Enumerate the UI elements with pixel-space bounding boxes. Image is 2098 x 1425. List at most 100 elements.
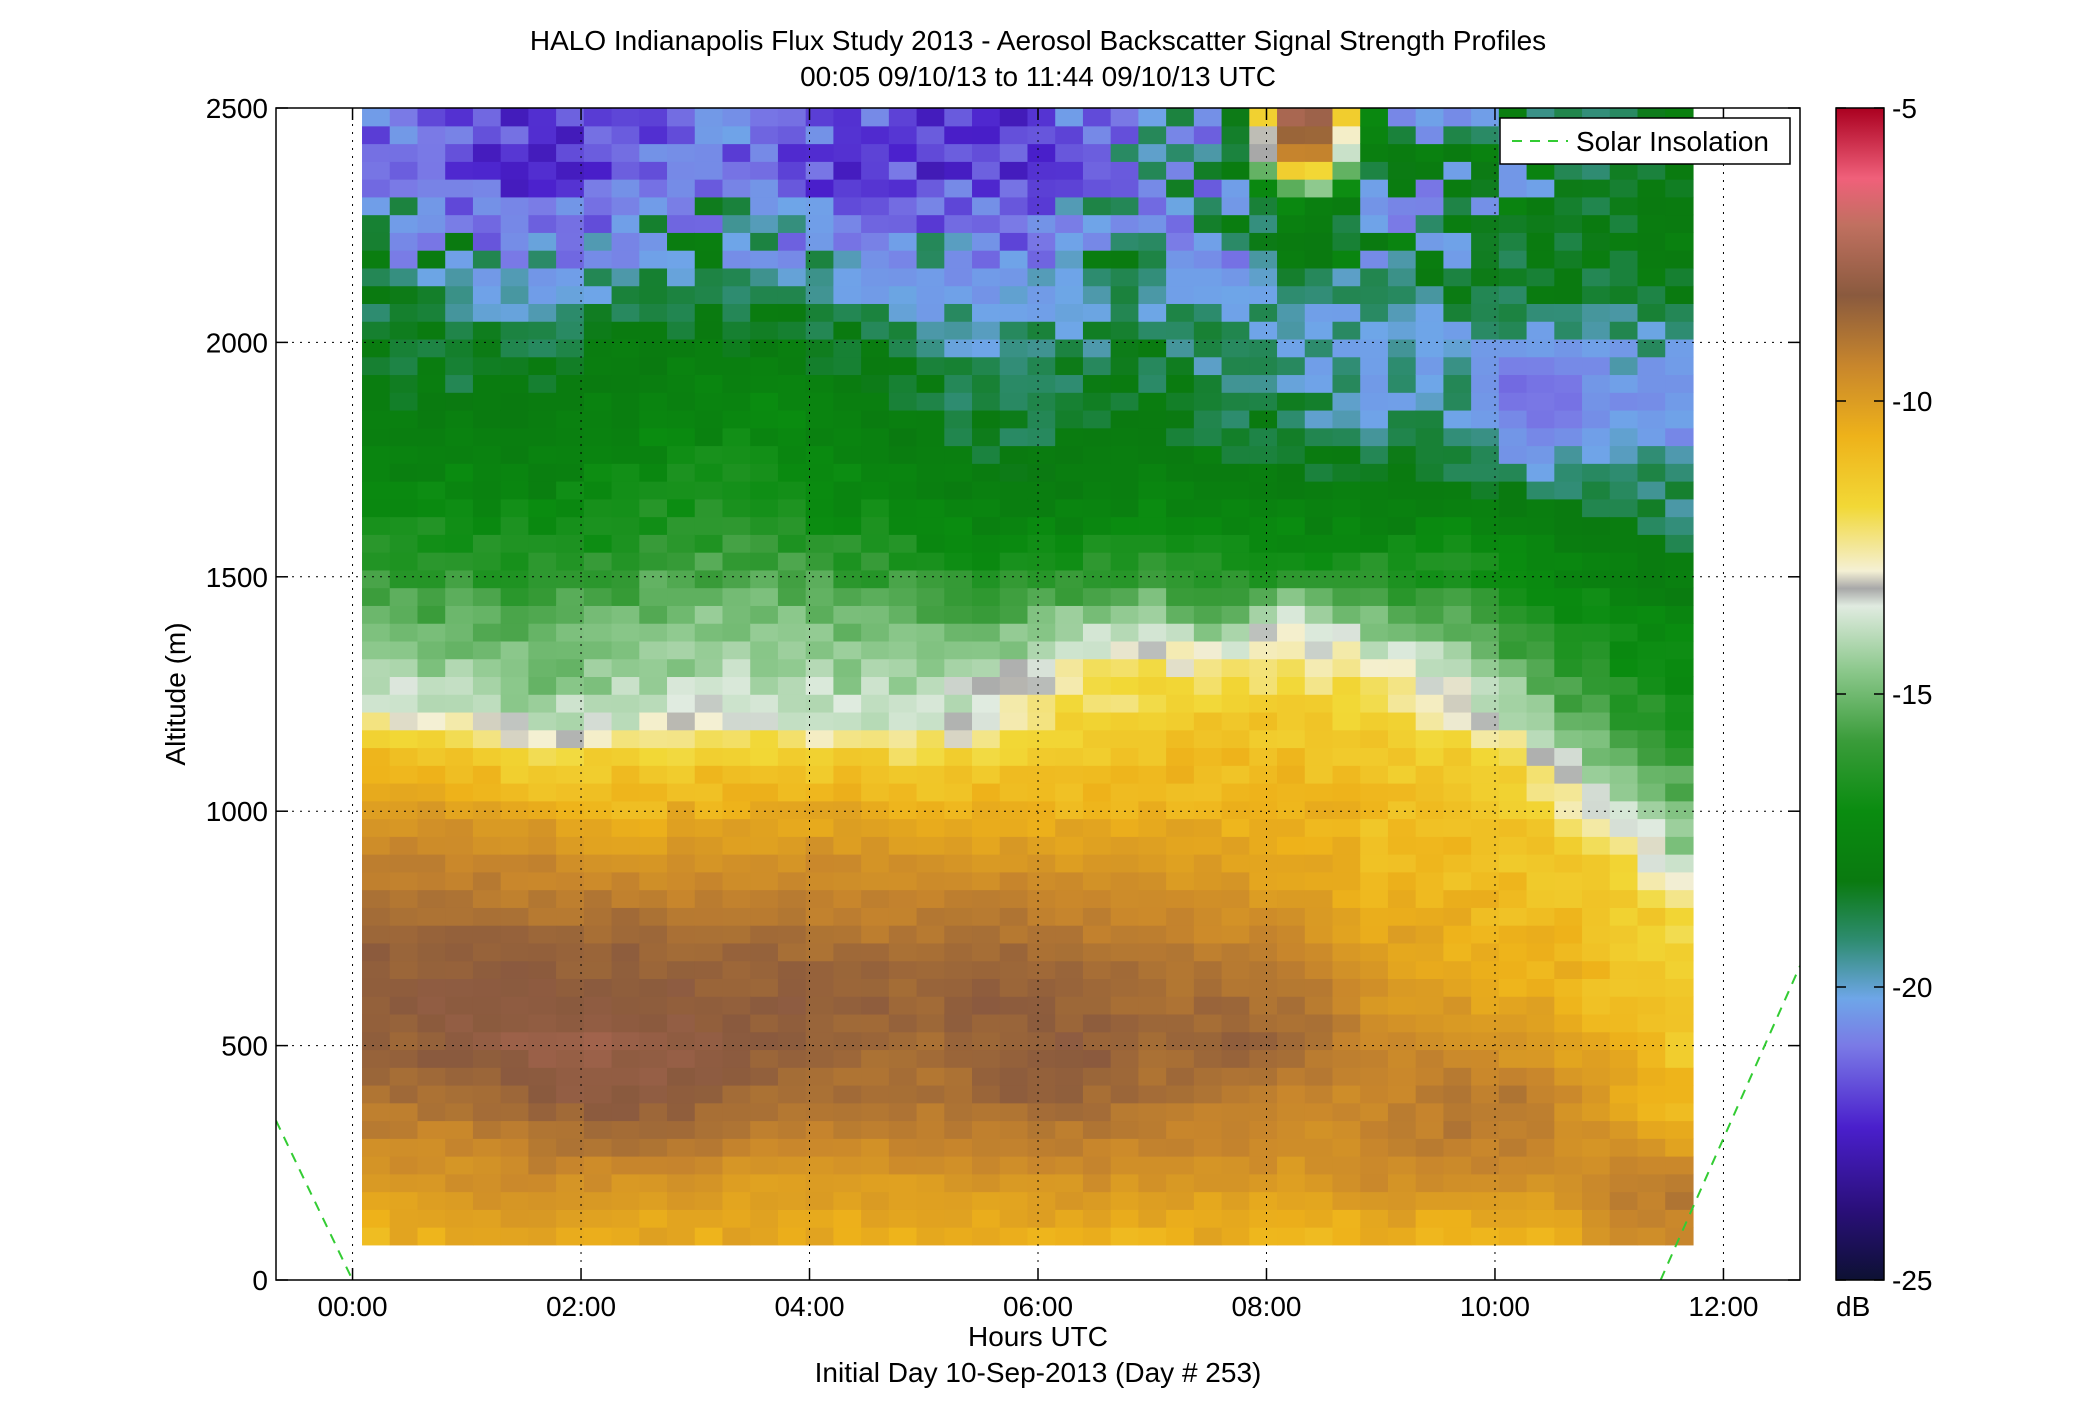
heatmap-cell	[389, 925, 419, 944]
heatmap-cell	[805, 765, 834, 784]
heatmap-cell	[1027, 1173, 1056, 1193]
heatmap-cell	[1360, 747, 1389, 766]
heatmap-cell	[944, 374, 973, 393]
heatmap-cell	[472, 800, 502, 820]
heatmap-cell	[1332, 783, 1361, 802]
heatmap-cell	[805, 569, 834, 589]
heatmap-cell	[972, 1049, 1001, 1068]
heatmap-cell	[1471, 605, 1500, 624]
heatmap-cell	[556, 214, 585, 233]
heatmap-cell	[1249, 179, 1278, 198]
heatmap-cell	[1138, 1191, 1167, 1210]
heatmap-cell	[1387, 1227, 1417, 1246]
heatmap-cell	[1387, 623, 1417, 642]
heatmap-cell	[944, 889, 973, 908]
heatmap-cell	[833, 729, 862, 749]
heatmap-cell	[1443, 871, 1472, 891]
heatmap-cell	[1138, 605, 1167, 624]
heatmap-cell	[805, 427, 834, 447]
heatmap-cell	[1609, 285, 1639, 304]
heatmap-cell	[805, 783, 834, 802]
heatmap-cell	[1360, 1084, 1389, 1104]
heatmap-cell	[1055, 765, 1084, 784]
heatmap-cell	[888, 818, 918, 837]
heatmap-cell	[1443, 214, 1472, 233]
heatmap-cell	[1166, 978, 1195, 997]
heatmap-cell	[1193, 1013, 1223, 1033]
heatmap-cell	[1526, 1209, 1555, 1228]
heatmap-cell	[1055, 108, 1084, 127]
heatmap-cell	[362, 143, 391, 162]
heatmap-cell	[1415, 409, 1445, 429]
heatmap-cell	[916, 392, 945, 411]
heatmap-cell	[1082, 942, 1112, 962]
heatmap-cell	[944, 978, 973, 997]
heatmap-cell	[1360, 978, 1389, 997]
heatmap-cell	[861, 338, 890, 358]
heatmap-cell	[1665, 267, 1694, 287]
heatmap-cell	[1055, 942, 1084, 962]
heatmap-cell	[861, 1227, 890, 1246]
heatmap-cell	[1249, 658, 1278, 678]
heatmap-cell	[1304, 445, 1334, 464]
heatmap-cell	[1082, 1084, 1112, 1104]
heatmap-cell	[1249, 871, 1278, 891]
heatmap-cell	[667, 676, 696, 695]
heatmap-cell	[362, 161, 391, 180]
heatmap-cell	[500, 569, 529, 589]
heatmap-cell	[972, 125, 1001, 145]
heatmap-cell	[1055, 783, 1084, 802]
heatmap-cell	[972, 907, 1001, 926]
heatmap-cell	[1277, 267, 1306, 287]
heatmap-cell	[667, 1227, 696, 1246]
heatmap-cell	[1277, 1138, 1306, 1157]
heatmap-cell	[999, 1138, 1029, 1157]
heatmap-cell	[888, 516, 918, 535]
heatmap-cell	[583, 1013, 613, 1033]
heatmap-cell	[1443, 1227, 1472, 1246]
heatmap-cell	[888, 161, 918, 180]
heatmap-cell	[1249, 960, 1278, 979]
heatmap-cell	[1110, 871, 1139, 891]
heatmap-cell	[556, 1156, 585, 1175]
heatmap-cell	[1554, 640, 1583, 660]
heatmap-cell	[1665, 534, 1694, 553]
heatmap-cell	[1304, 392, 1334, 411]
heatmap-cell	[1387, 1173, 1417, 1193]
heatmap-cell	[528, 481, 557, 500]
heatmap-cell	[1360, 889, 1389, 908]
heatmap-cell	[1665, 960, 1694, 979]
heatmap-cell	[556, 605, 585, 624]
heatmap-cell	[1637, 214, 1666, 233]
heatmap-cell	[999, 214, 1029, 233]
heatmap-cell	[1554, 1013, 1583, 1033]
heatmap-cell	[362, 1067, 391, 1086]
heatmap-cell	[1387, 889, 1417, 908]
heatmap-cell	[805, 871, 834, 891]
heatmap-cell	[1055, 285, 1084, 304]
heatmap-cell	[667, 250, 696, 269]
heatmap-cell	[445, 1031, 474, 1051]
heatmap-cell	[1609, 552, 1639, 571]
heatmap-cell	[1249, 427, 1278, 447]
heatmap-cell	[500, 640, 529, 660]
heatmap-cell	[639, 463, 668, 482]
heatmap-cell	[750, 1138, 779, 1157]
heatmap-cell	[1138, 871, 1167, 891]
heatmap-cell	[1082, 374, 1112, 393]
heatmap-cell	[1471, 818, 1500, 837]
heatmap-cell	[1360, 818, 1389, 837]
heatmap-cell	[445, 427, 474, 447]
heatmap-cell	[1138, 960, 1167, 979]
heatmap-cell	[639, 161, 668, 180]
heatmap-cell	[1665, 800, 1694, 820]
heatmap-cell	[611, 1084, 640, 1104]
heatmap-cell	[1332, 285, 1361, 304]
heatmap-cell	[1498, 1156, 1528, 1175]
heatmap-cell	[500, 179, 529, 198]
heatmap-cell	[888, 303, 918, 322]
heatmap-cell	[972, 1209, 1001, 1228]
heatmap-cell	[611, 232, 640, 251]
heatmap-cell	[1526, 729, 1555, 749]
heatmap-cell	[805, 818, 834, 837]
